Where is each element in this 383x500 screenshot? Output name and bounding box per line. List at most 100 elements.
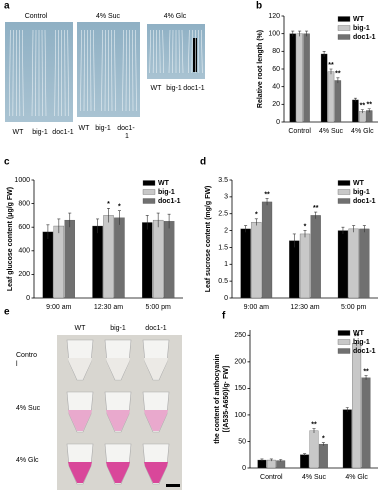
error-bar xyxy=(341,226,345,234)
row-label: Contro xyxy=(16,352,37,359)
tube-liquid xyxy=(144,462,168,483)
x-tick-label: 9:00 am xyxy=(46,304,71,311)
y-tick-label: 60 xyxy=(272,66,280,73)
x-tick-label: 4% Suc xyxy=(302,474,327,481)
root xyxy=(80,29,82,112)
bar xyxy=(92,225,103,299)
bar xyxy=(361,377,371,469)
y-tick-label: 3.5 xyxy=(218,177,228,184)
bar xyxy=(53,225,65,299)
error-bar xyxy=(312,428,316,433)
legend-swatch xyxy=(142,189,156,195)
genotype-label: big-1 xyxy=(95,125,111,132)
y-tick-label: 100 xyxy=(268,31,280,38)
row-label: 4% Glc xyxy=(16,457,39,464)
legend-swatch xyxy=(337,25,351,31)
bar xyxy=(303,33,310,123)
legend-label: doc1-1 xyxy=(158,198,181,205)
tube-liquid xyxy=(106,462,130,483)
legend-label: big-1 xyxy=(353,25,370,32)
bar xyxy=(352,99,359,123)
bar xyxy=(310,215,321,299)
genotype-label: big-1 xyxy=(32,129,48,136)
error-bar xyxy=(265,198,269,206)
error-bar xyxy=(57,218,61,234)
error-bar xyxy=(353,97,357,102)
error-bar xyxy=(107,208,110,223)
panel-letter: a xyxy=(4,1,10,12)
legend-label: big-1 xyxy=(353,189,370,196)
y-axis-label: [(A535-A650)/g· FW] xyxy=(223,366,230,433)
bar xyxy=(276,460,286,469)
bar xyxy=(163,221,175,299)
error-bar xyxy=(291,30,295,37)
bar xyxy=(337,230,349,299)
error-bar xyxy=(269,458,273,462)
bar xyxy=(348,228,359,299)
y-tick-label: 2 xyxy=(224,227,228,234)
significance: * xyxy=(322,435,325,442)
error-bar xyxy=(279,459,283,462)
panel-letter: b xyxy=(256,1,262,12)
genotype-label: big-1 xyxy=(166,85,182,92)
error-bar xyxy=(156,212,160,228)
column-label: doc1-1 xyxy=(145,325,167,332)
root xyxy=(152,29,154,74)
error-bar xyxy=(260,458,264,462)
y-tick-label: 3 xyxy=(224,194,228,201)
bar xyxy=(42,231,54,299)
error-bar xyxy=(145,215,149,230)
significance: * xyxy=(118,204,121,211)
error-bar xyxy=(360,109,364,114)
error-bar xyxy=(254,218,258,226)
bar xyxy=(266,459,276,469)
error-bar xyxy=(46,224,50,239)
tube-liquid xyxy=(106,358,130,379)
root xyxy=(67,29,69,117)
significance: ** xyxy=(328,62,334,69)
root xyxy=(111,29,113,112)
y-tick-label: 20 xyxy=(272,101,280,108)
y-axis-label: the content of anthocyanin xyxy=(214,354,221,443)
root xyxy=(35,29,37,117)
legend-label: WT xyxy=(353,16,365,23)
legend-label: doc1-1 xyxy=(353,348,376,355)
error-bar xyxy=(117,210,121,225)
root xyxy=(181,29,184,74)
legend-label: doc1-1 xyxy=(353,34,376,41)
bar xyxy=(103,215,114,299)
significance: ** xyxy=(313,205,319,212)
y-tick-label: 250 xyxy=(234,332,246,339)
y-tick-label: 200 xyxy=(234,359,246,366)
error-bar xyxy=(322,51,326,57)
legend-label: big-1 xyxy=(158,189,175,196)
significance: ** xyxy=(354,333,360,340)
y-axis-label: Leaf sucrose content (mg/g FW) xyxy=(205,186,212,293)
significance: ** xyxy=(360,102,366,109)
y-tick-label: 0 xyxy=(26,295,30,302)
y-axis-label: Relative root length (%) xyxy=(257,30,264,108)
panel-letter: d xyxy=(200,157,206,168)
error-bar xyxy=(96,218,100,234)
y-tick-label: 120 xyxy=(268,13,280,20)
scale-bar xyxy=(193,38,197,72)
row-label: 4% Suc xyxy=(16,405,41,412)
genotype-label: WT xyxy=(151,85,163,92)
error-bar xyxy=(167,213,171,229)
root xyxy=(12,29,14,117)
x-tick-label: Control xyxy=(260,474,283,481)
legend-swatch xyxy=(337,198,351,204)
root xyxy=(19,29,21,117)
tube-liquid xyxy=(106,410,130,431)
significance: * xyxy=(255,212,258,219)
root xyxy=(101,29,103,112)
root xyxy=(191,29,193,74)
y-tick-label: 0 xyxy=(242,465,246,472)
x-tick-label: 5:00 pm xyxy=(341,304,366,311)
tube-liquid xyxy=(68,410,92,431)
legend-label: WT xyxy=(158,180,170,187)
root xyxy=(162,29,164,74)
x-tick-label: 4% Suc xyxy=(319,128,344,135)
y-tick-label: 200 xyxy=(18,271,30,278)
